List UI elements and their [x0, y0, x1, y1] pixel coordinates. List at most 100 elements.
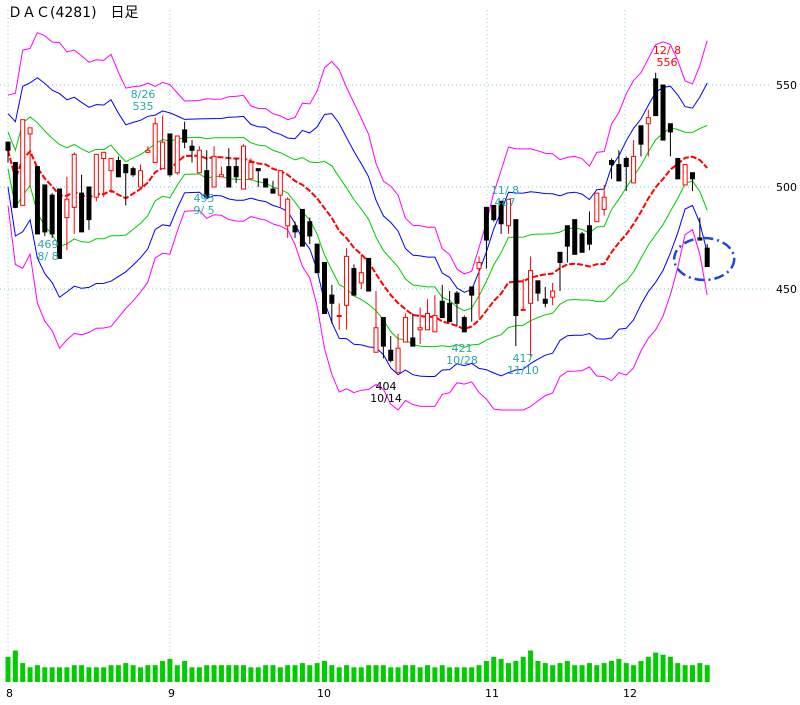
candle-body: [469, 286, 475, 296]
annotation-detail: 535: [133, 100, 154, 113]
candle-body: [174, 135, 180, 174]
volume-bar: [211, 665, 217, 682]
volume-bar: [20, 663, 26, 682]
volume-bar: [115, 665, 121, 682]
volume-bar: [609, 661, 615, 682]
x-axis: 8 9 10 11 12: [6, 687, 637, 700]
candle-body: [108, 157, 114, 172]
annotation-detail: 556: [657, 56, 678, 69]
candle-body: [653, 78, 659, 117]
volume-bar: [196, 667, 202, 682]
volume-bar: [49, 667, 55, 682]
candle-body: [27, 127, 33, 135]
volume-bar: [42, 667, 48, 682]
volume-bar: [564, 661, 570, 682]
volume-bar: [623, 663, 629, 682]
volume-bar: [12, 650, 18, 682]
candle-body: [241, 145, 247, 190]
candle-body: [542, 298, 548, 304]
volume-bar: [388, 667, 394, 682]
volume-bar: [204, 665, 210, 682]
candle-body: [204, 170, 210, 198]
volume-bar: [123, 663, 129, 682]
volume-bar: [461, 667, 467, 682]
annotation-detail: 9/ 5: [193, 204, 214, 217]
volume-bar: [358, 667, 364, 682]
volume-bar: [550, 665, 556, 682]
volume-bar: [152, 665, 158, 682]
volume-bar: [476, 665, 482, 682]
candle-body: [299, 208, 305, 247]
volume-bar: [101, 667, 107, 682]
volume-bar: [682, 665, 688, 682]
volume-bar: [137, 667, 143, 682]
candle-body: [373, 327, 379, 353]
volume-bar: [57, 667, 63, 682]
candle-body: [425, 312, 431, 331]
volume-bar: [270, 665, 276, 682]
volume-bar: [241, 665, 247, 682]
volume-bar: [689, 665, 695, 682]
candle-body: [572, 219, 578, 255]
candle-body: [631, 155, 637, 184]
candle-body: [270, 188, 276, 194]
y-tick-label: 500: [776, 181, 797, 194]
volume-bar: [5, 656, 11, 682]
volume-bar: [189, 667, 195, 682]
candle-body: [277, 170, 283, 196]
volume-bar: [660, 654, 666, 682]
volume-bar: [675, 663, 681, 682]
annotation-label: 417: [513, 352, 534, 365]
volume-bar: [248, 667, 254, 682]
candle-body: [476, 261, 482, 270]
x-month-label: 12: [623, 687, 637, 700]
volume-bar: [542, 663, 548, 682]
volume-bar: [263, 665, 269, 682]
candle-body: [71, 153, 77, 208]
candle-body: [432, 315, 438, 333]
candle-body: [160, 141, 166, 170]
volume-bar: [380, 665, 386, 682]
x-month-label: 9: [168, 687, 175, 700]
candle-body: [667, 123, 673, 133]
volume-bar: [130, 665, 136, 682]
volume-bar: [255, 667, 261, 682]
volume-bar: [653, 652, 659, 682]
volume-bar: [439, 665, 445, 682]
volume-bar: [321, 661, 327, 682]
annotation-detail: 8/ 8: [37, 250, 58, 263]
volume-bar: [307, 665, 313, 682]
candle-body: [49, 194, 55, 235]
volume-bar: [373, 665, 379, 682]
candle-body: [20, 119, 26, 206]
volume-bar: [601, 663, 607, 682]
candle-body: [520, 308, 526, 311]
candle-body: [93, 153, 99, 198]
volume-bar: [483, 661, 489, 682]
volume-bar: [557, 663, 563, 682]
annotation-detail: 10/28: [446, 354, 478, 367]
volume-bar: [498, 658, 504, 682]
volume-bar: [79, 665, 85, 682]
volume-bar: [226, 665, 232, 682]
volume-bar: [182, 661, 188, 682]
candle-body: [307, 221, 313, 237]
candle-body: [218, 174, 224, 178]
volume-bar: [638, 661, 644, 682]
candle-body: [57, 188, 63, 259]
candle-body: [645, 117, 651, 125]
volume-bar: [594, 665, 600, 682]
volume-bar: [34, 665, 40, 682]
candle-body: [79, 192, 85, 233]
volume-bar: [520, 656, 526, 682]
volume-bar: [285, 665, 291, 682]
candle-body: [594, 192, 600, 223]
band-minus-2sigma: [7, 186, 708, 377]
bollinger-bands: [7, 31, 708, 411]
candle-body: [130, 168, 136, 176]
volume-bar: [329, 665, 335, 682]
candle-body: [579, 233, 585, 253]
candle-body: [145, 149, 151, 153]
band-plus-2sigma: [7, 77, 708, 293]
